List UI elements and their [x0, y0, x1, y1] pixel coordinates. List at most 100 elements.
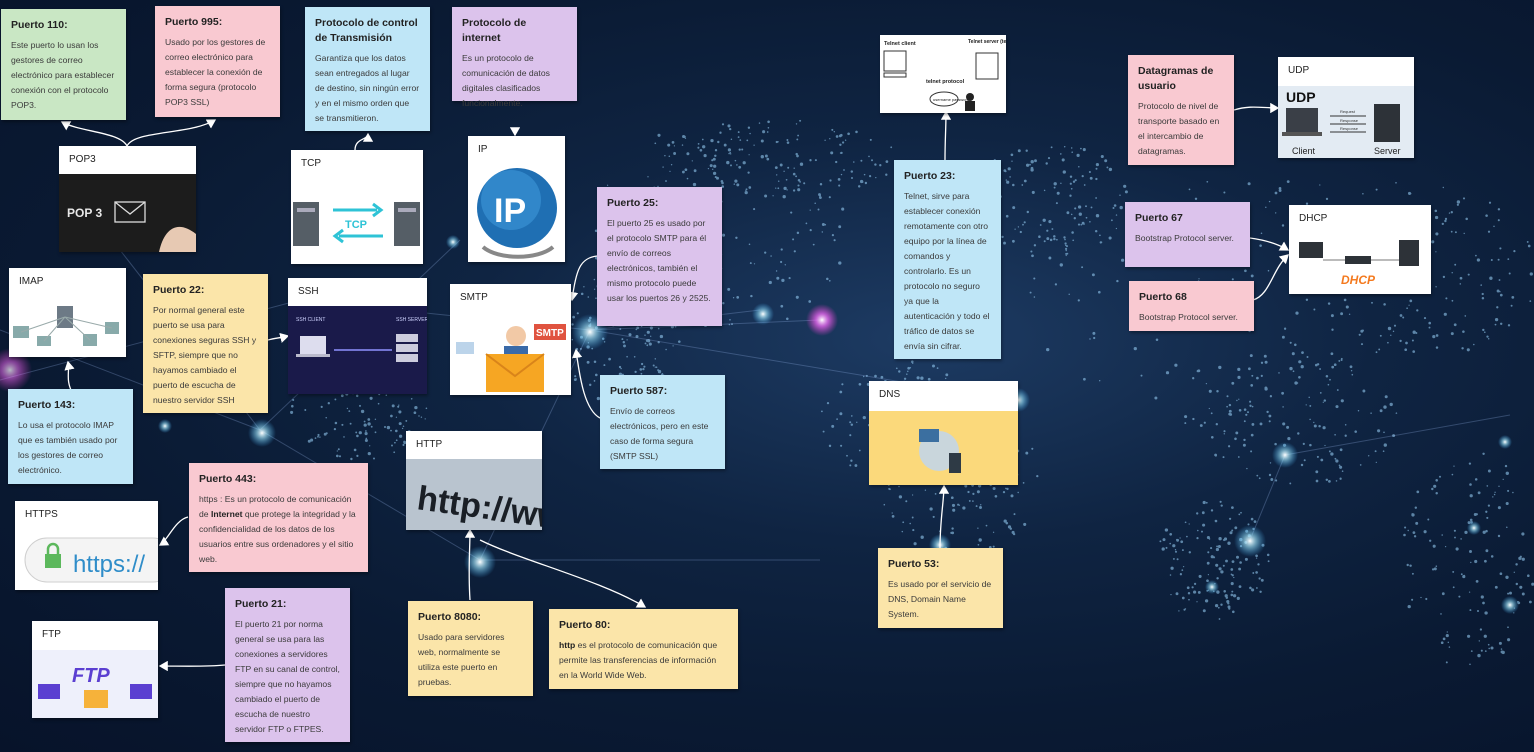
map-dot: [1289, 341, 1292, 344]
map-dot: [1409, 564, 1412, 567]
note-title: Puerto 80:: [559, 619, 611, 631]
smtp-image: SMTP: [456, 324, 566, 392]
map-dot: [1233, 576, 1235, 579]
map-dot: [1053, 182, 1057, 186]
map-dot: [1204, 599, 1209, 603]
map-dot: [795, 175, 798, 178]
map-dot: [1485, 214, 1488, 217]
map-dot: [1486, 516, 1489, 519]
map-dot: [1334, 433, 1336, 436]
map-dot: [692, 182, 697, 187]
map-dot: [1198, 278, 1200, 280]
map-dot: [1080, 223, 1083, 226]
map-dot: [681, 170, 685, 174]
map-dot: [1224, 594, 1228, 598]
map-dot: [1507, 592, 1510, 595]
map-dot: [858, 382, 862, 386]
map-dot: [571, 323, 574, 326]
map-dot: [1487, 230, 1491, 233]
map-dot: [1327, 302, 1331, 305]
map-dot: [1231, 278, 1234, 281]
map-dot: [1089, 176, 1093, 180]
map-dot: [338, 455, 342, 458]
map-dot: [1196, 369, 1199, 373]
map-dot: [1416, 309, 1419, 312]
map-dot: [1226, 395, 1229, 398]
map-dot: [1507, 489, 1510, 492]
map-dot: [1264, 386, 1268, 390]
map-dot: [1531, 582, 1534, 586]
map-dot: [1469, 518, 1473, 522]
note-puerto-68: Puerto 68 Bootstrap Protocol server.: [1129, 281, 1254, 331]
map-dot: [353, 448, 357, 452]
map-dot: [1218, 537, 1222, 541]
map-dot: [1330, 314, 1334, 318]
map-dot: [722, 302, 725, 305]
map-dot: [1085, 216, 1088, 219]
note-title: Protocolo de internet: [462, 17, 527, 44]
note-title: Puerto 587:: [610, 385, 668, 397]
map-dot: [782, 195, 786, 199]
map-dot: [1527, 574, 1530, 577]
map-dot: [964, 484, 968, 488]
map-dot: [1484, 611, 1488, 615]
map-dot: [1228, 607, 1231, 610]
dhcp-image-text: DHCP: [1341, 273, 1376, 287]
map-dot: [1473, 343, 1475, 346]
map-dot: [393, 451, 396, 454]
map-dot: [374, 418, 377, 421]
map-dot: [1259, 422, 1263, 426]
map-dot: [1487, 469, 1491, 473]
map-dot: [1383, 443, 1387, 447]
map-dot: [1334, 457, 1337, 460]
map-dot: [924, 489, 927, 491]
map-dot: [1238, 567, 1242, 571]
note-title: Puerto 143:: [18, 399, 76, 411]
map-dot: [1506, 526, 1508, 529]
note-body: Telnet, sirve para establecer conexión r…: [904, 191, 990, 351]
map-dot: [1519, 585, 1523, 589]
card-https: HTTPS https://: [15, 501, 158, 590]
map-dot: [1083, 184, 1086, 186]
map-dot: [1529, 600, 1532, 604]
map-dot: [1240, 511, 1242, 514]
map-dot: [1357, 410, 1360, 412]
map-dot: [1300, 463, 1304, 467]
map-dot: [1225, 559, 1228, 563]
map-dot: [838, 261, 842, 265]
map-dot: [1485, 529, 1488, 533]
map-dot: [1243, 420, 1246, 423]
map-dot: [1053, 237, 1056, 241]
map-dot: [1521, 532, 1525, 536]
map-dot: [1065, 247, 1068, 250]
map-dot: [711, 168, 714, 171]
map-dot: [809, 229, 812, 232]
map-dot: [1306, 356, 1309, 358]
map-dot: [1228, 409, 1232, 413]
map-dot: [738, 148, 741, 151]
map-dot: [799, 181, 801, 183]
map-dot: [828, 279, 831, 282]
map-dot: [841, 141, 845, 144]
map-dot: [1459, 276, 1463, 280]
map-dot: [1328, 450, 1331, 453]
map-dot: [1203, 421, 1206, 424]
map-dot: [767, 120, 770, 124]
map-dot: [1060, 182, 1062, 185]
map-dot: [1302, 442, 1305, 445]
map-dot: [1219, 500, 1222, 503]
map-dot: [790, 211, 793, 214]
map-dot: [972, 500, 974, 502]
map-dot: [703, 154, 707, 158]
map-dot: [1499, 247, 1502, 250]
map-dot: [1325, 375, 1329, 378]
map-dot: [1220, 603, 1223, 606]
note-title: Puerto 53:: [888, 558, 940, 570]
map-dot: [826, 401, 830, 405]
map-dot: [697, 143, 700, 145]
map-dot: [1266, 553, 1270, 557]
map-dot: [962, 506, 966, 510]
udp-arrow-label: Response: [1340, 126, 1359, 131]
note-title: Puerto 21:: [235, 598, 287, 610]
map-dot: [1099, 380, 1101, 382]
